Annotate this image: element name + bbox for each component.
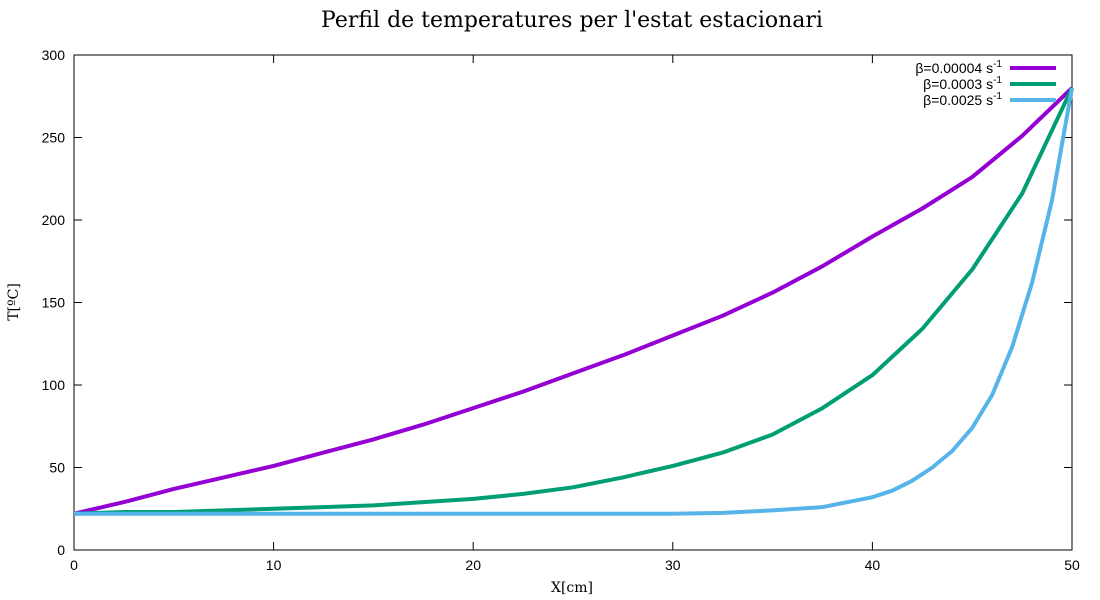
legend-label-text: β=0.00004 s (915, 60, 993, 76)
legend-label-exponent: -1 (993, 59, 1002, 70)
axis-ticks: 0 10 20 30 40 50 0 50 100 150 200 250 300 (42, 47, 1080, 573)
chart-title: Perfil de temperatures per l'estat estac… (321, 8, 823, 33)
legend-label-text: β=0.0003 s (923, 76, 993, 92)
y-tick-label: 250 (42, 130, 66, 146)
legend-label-text: β=0.0025 s (923, 92, 993, 108)
series-line-1 (73, 86, 1074, 516)
x-tick-label: 20 (465, 557, 481, 573)
series-line-2 (73, 87, 1074, 516)
legend: β=0.00004 s-1β=0.0003 s-1β=0.0025 s-1 (915, 59, 1056, 108)
legend-label-1: β=0.00004 s-1 (915, 59, 1002, 76)
y-axis-label: T[ºC] (6, 283, 22, 321)
x-tick-label: 40 (865, 557, 881, 573)
legend-label-2: β=0.0003 s-1 (923, 75, 1002, 92)
y-tick-label: 300 (42, 47, 66, 63)
x-tick-label: 30 (665, 557, 681, 573)
y-tick-label: 50 (49, 460, 65, 476)
x-tick-label: 50 (1064, 557, 1080, 573)
legend-label-exponent: -1 (993, 75, 1002, 86)
y-tick-label: 0 (57, 542, 65, 558)
x-axis-label: X[cm] (551, 580, 593, 596)
legend-label-3: β=0.0025 s-1 (923, 91, 1002, 108)
series-lines (73, 86, 1074, 516)
x-tick-label: 10 (266, 557, 282, 573)
y-tick-label: 150 (42, 295, 66, 311)
series-line-3 (74, 87, 1074, 516)
y-tick-label: 100 (42, 377, 66, 393)
x-tick-label: 0 (70, 557, 78, 573)
y-tick-label: 200 (42, 212, 66, 228)
legend-label-exponent: -1 (993, 91, 1002, 102)
